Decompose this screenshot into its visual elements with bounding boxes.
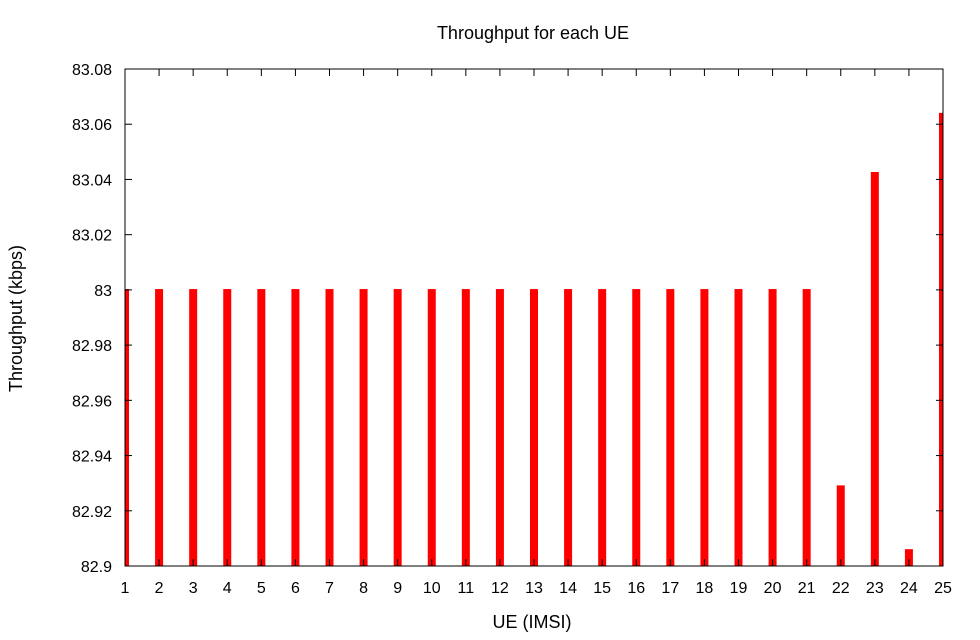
bar-ue-24 bbox=[904, 549, 913, 566]
bar-ue-18 bbox=[700, 289, 709, 566]
x-tick-label: 22 bbox=[832, 580, 850, 597]
x-tick-label: 4 bbox=[223, 580, 232, 597]
x-tick-label: 16 bbox=[627, 580, 645, 597]
x-tick-label: 25 bbox=[934, 580, 952, 597]
x-tick-label: 20 bbox=[764, 580, 782, 597]
x-tick-label: 12 bbox=[491, 580, 509, 597]
x-tick-label: 19 bbox=[730, 580, 748, 597]
bar-ue-20 bbox=[768, 289, 777, 566]
bar-ue-4 bbox=[223, 289, 232, 566]
bar-ue-25 bbox=[939, 112, 943, 566]
x-tick-label: 17 bbox=[661, 580, 679, 597]
x-tick-label: 13 bbox=[525, 580, 543, 597]
y-tick-label: 82.9 bbox=[81, 559, 112, 576]
x-tick-label: 10 bbox=[423, 580, 441, 597]
x-tick-label: 7 bbox=[325, 580, 334, 597]
x-tick-label: 5 bbox=[257, 580, 266, 597]
bar-ue-1 bbox=[125, 289, 129, 566]
bar-ue-15 bbox=[598, 289, 607, 566]
x-tick-label: 6 bbox=[291, 580, 300, 597]
bar-ue-22 bbox=[836, 485, 845, 566]
x-tick-label: 15 bbox=[593, 580, 611, 597]
x-tick-label: 24 bbox=[900, 580, 918, 597]
tick-labels-layer: 82.982.9282.9482.9682.988383.0283.0483.0… bbox=[72, 62, 952, 597]
bar-ue-19 bbox=[734, 289, 743, 566]
bar-ue-12 bbox=[495, 289, 504, 566]
x-tick-label: 23 bbox=[866, 580, 884, 597]
x-tick-label: 2 bbox=[155, 580, 164, 597]
x-tick-label: 9 bbox=[393, 580, 402, 597]
chart-title: Throughput for each UE bbox=[437, 23, 629, 43]
bar-ue-9 bbox=[393, 289, 402, 566]
bars-layer bbox=[125, 112, 943, 566]
x-tick-label: 3 bbox=[189, 580, 198, 597]
bar-ue-3 bbox=[189, 289, 198, 566]
plot-frame bbox=[124, 68, 944, 567]
bar-ue-10 bbox=[427, 289, 436, 566]
y-tick-label: 83 bbox=[94, 283, 112, 300]
bar-ue-23 bbox=[870, 171, 879, 566]
bar-ue-2 bbox=[155, 289, 164, 566]
bar-ue-6 bbox=[291, 289, 300, 566]
y-tick-label: 82.96 bbox=[72, 393, 112, 410]
x-tick-label: 14 bbox=[559, 580, 577, 597]
x-axis-title: UE (IMSI) bbox=[493, 612, 572, 632]
bar-ue-17 bbox=[666, 289, 675, 566]
bar-ue-13 bbox=[530, 289, 538, 566]
x-tick-label: 11 bbox=[458, 580, 475, 597]
y-tick-label: 83.02 bbox=[72, 228, 112, 245]
bar-ue-5 bbox=[257, 289, 266, 566]
y-tick-label: 82.98 bbox=[72, 338, 112, 355]
y-tick-label: 83.06 bbox=[72, 117, 112, 134]
y-tick-label: 83.04 bbox=[72, 172, 112, 189]
x-tick-label: 8 bbox=[359, 580, 368, 597]
y-tick-label: 83.08 bbox=[72, 62, 112, 79]
y-tick-label: 82.92 bbox=[72, 504, 112, 521]
bar-ue-16 bbox=[632, 289, 641, 566]
bar-ue-8 bbox=[359, 289, 368, 566]
bar-ue-11 bbox=[461, 289, 470, 566]
x-tick-label: 18 bbox=[696, 580, 714, 597]
y-tick-label: 82.94 bbox=[72, 449, 112, 466]
x-tick-label: 21 bbox=[798, 580, 816, 597]
bar-ue-21 bbox=[802, 289, 811, 566]
x-tick-label: 1 bbox=[121, 580, 130, 597]
bar-ue-14 bbox=[564, 289, 573, 566]
y-axis-title: Throughput (kbps) bbox=[6, 245, 26, 392]
bar-ue-7 bbox=[325, 289, 334, 566]
